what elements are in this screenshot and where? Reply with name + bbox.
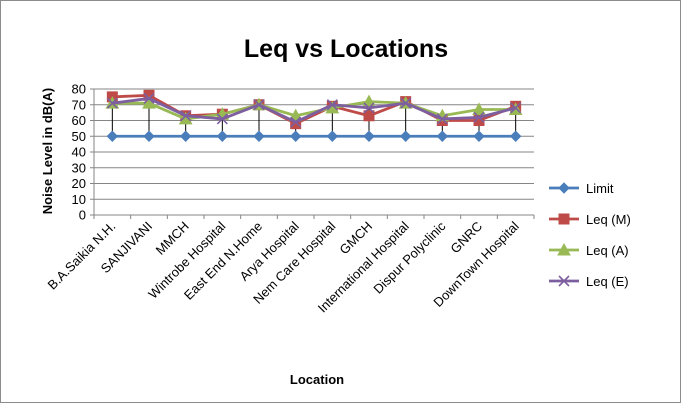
point-leq-e-2	[180, 110, 192, 122]
y-tick-label-60: 60	[72, 113, 86, 128]
point-leq-e-11	[510, 102, 522, 114]
point-leq-e-8	[400, 97, 412, 109]
series-leq-e	[106, 92, 522, 128]
point-limit-11	[509, 130, 522, 142]
legend-item-leq-e: Leq (E)	[549, 274, 629, 289]
legend-marker-leq-e	[558, 275, 570, 287]
point-limit-9	[436, 130, 449, 142]
point-leq-e-9	[436, 113, 448, 125]
y-tick-label-70: 70	[72, 97, 86, 112]
point-limit-2	[179, 130, 192, 142]
legend-label-leq-a: Leq (A)	[586, 243, 629, 258]
point-leq-e-1	[143, 92, 155, 105]
legend-item-leq-m: Leq (M)	[549, 212, 631, 227]
y-tick-label-20: 20	[72, 176, 86, 191]
y-tick-label-30: 30	[72, 160, 86, 175]
y-axis-title: Noise Level in dB(A)	[40, 88, 55, 214]
point-leq-e-3	[216, 113, 228, 125]
point-leq-e-4	[253, 99, 265, 111]
y-tick-label-10: 10	[72, 192, 86, 207]
legend-label-leq-e: Leq (E)	[586, 274, 629, 289]
y-tick-label-50: 50	[72, 129, 86, 144]
point-limit-8	[399, 130, 412, 142]
series-line-leq-a	[112, 100, 516, 121]
y-tick-label-40: 40	[72, 145, 86, 160]
point-leq-e-10	[473, 111, 485, 123]
legend-marker-limit	[558, 182, 570, 194]
series	[105, 89, 523, 142]
point-leq-e-6	[326, 99, 338, 111]
legend-marker-leq-m	[558, 213, 570, 225]
axes	[90, 88, 535, 219]
point-limit-4	[253, 130, 265, 142]
chart-title: Leq vs Locations	[244, 35, 448, 63]
point-leq-a-1	[142, 96, 156, 109]
point-leq-e-5	[290, 116, 302, 128]
series-line-leq-e	[112, 97, 517, 124]
gridlines	[94, 88, 534, 200]
point-limit-6	[326, 130, 339, 142]
point-limit-0	[106, 130, 119, 142]
point-limit-3	[216, 130, 229, 142]
point-limit-10	[473, 130, 485, 142]
legend-item-leq-a: Leq (A)	[549, 242, 629, 258]
legend-label-leq-m: Leq (M)	[586, 212, 631, 227]
legend-label-limit: Limit	[586, 181, 614, 196]
point-limit-1	[143, 130, 155, 142]
y-tick-label-80: 80	[72, 82, 86, 97]
point-limit-5	[289, 130, 302, 142]
legend-marker-leq-a	[557, 242, 571, 256]
point-leq-m-7	[363, 110, 375, 122]
point-leq-e-0	[106, 97, 118, 109]
y-tick-label-0: 0	[79, 208, 86, 223]
legend: Limit Leq (M) Leq (A) Leq (E)	[549, 181, 631, 289]
point-limit-7	[363, 130, 375, 142]
x-axis-title: Location	[290, 372, 344, 387]
legend-item-limit: Limit	[549, 181, 614, 196]
point-leq-a-10	[472, 102, 486, 115]
series-limit	[106, 130, 522, 142]
point-leq-m-10	[473, 115, 485, 126]
point-leq-e-7	[363, 102, 375, 114]
